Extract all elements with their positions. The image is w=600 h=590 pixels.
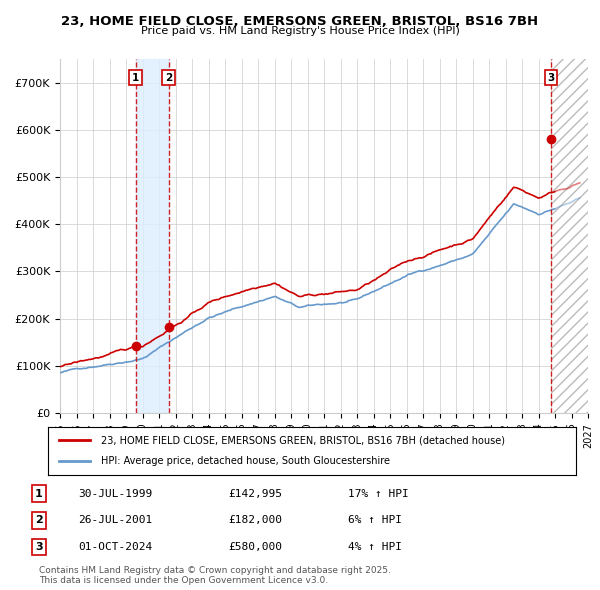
- Text: 6% ↑ HPI: 6% ↑ HPI: [348, 516, 402, 525]
- Text: 30-JUL-1999: 30-JUL-1999: [78, 489, 152, 499]
- Text: £580,000: £580,000: [228, 542, 282, 552]
- Text: HPI: Average price, detached house, South Gloucestershire: HPI: Average price, detached house, Sout…: [101, 457, 390, 467]
- Text: £142,995: £142,995: [228, 489, 282, 499]
- Text: 1: 1: [35, 489, 43, 499]
- Text: £182,000: £182,000: [228, 516, 282, 525]
- Text: 26-JUL-2001: 26-JUL-2001: [78, 516, 152, 525]
- Text: Contains HM Land Registry data © Crown copyright and database right 2025.
This d: Contains HM Land Registry data © Crown c…: [39, 566, 391, 585]
- Bar: [136, 59, 169, 413]
- Text: Price paid vs. HM Land Registry's House Price Index (HPI): Price paid vs. HM Land Registry's House …: [140, 26, 460, 36]
- Text: 23, HOME FIELD CLOSE, EMERSONS GREEN, BRISTOL, BS16 7BH (detached house): 23, HOME FIELD CLOSE, EMERSONS GREEN, BR…: [101, 435, 505, 445]
- Text: 2: 2: [165, 73, 172, 83]
- Text: 4% ↑ HPI: 4% ↑ HPI: [348, 542, 402, 552]
- Text: 01-OCT-2024: 01-OCT-2024: [78, 542, 152, 552]
- Text: 3: 3: [35, 542, 43, 552]
- Text: 17% ↑ HPI: 17% ↑ HPI: [348, 489, 409, 499]
- Text: 3: 3: [547, 73, 554, 83]
- Text: 2: 2: [35, 516, 43, 525]
- Text: 1: 1: [132, 73, 139, 83]
- Text: 23, HOME FIELD CLOSE, EMERSONS GREEN, BRISTOL, BS16 7BH: 23, HOME FIELD CLOSE, EMERSONS GREEN, BR…: [61, 15, 539, 28]
